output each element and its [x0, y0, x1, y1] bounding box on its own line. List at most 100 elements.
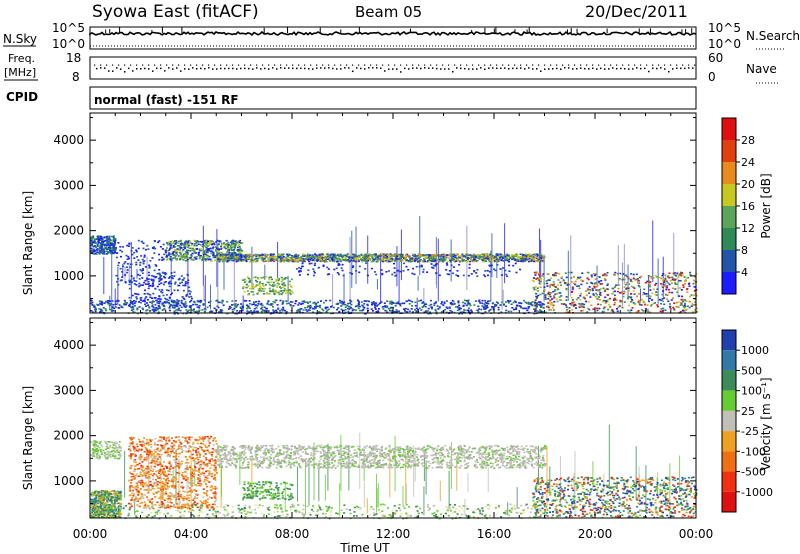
power-point	[265, 284, 267, 286]
power-point	[324, 260, 327, 262]
power-point	[346, 304, 349, 307]
power-point	[202, 243, 205, 246]
power-point	[336, 254, 339, 256]
power-point	[362, 306, 365, 308]
power-point	[184, 282, 187, 285]
power-point	[628, 283, 631, 285]
power-point	[122, 246, 124, 248]
power-point	[135, 261, 138, 264]
power-point	[281, 302, 284, 304]
power-point	[195, 241, 198, 244]
power-point	[90, 241, 93, 244]
power-point	[466, 300, 469, 303]
power-point	[641, 308, 643, 311]
power-point	[369, 255, 372, 257]
power-point	[567, 271, 570, 274]
nave-point	[250, 64, 252, 66]
power-point	[230, 253, 233, 255]
power-point	[484, 256, 486, 259]
power-point	[133, 257, 136, 259]
power-point	[187, 253, 190, 256]
power-point	[107, 240, 110, 242]
power-point	[142, 268, 144, 270]
power-point	[211, 310, 214, 313]
power-point	[419, 260, 421, 262]
power-point	[133, 279, 136, 282]
power-point	[187, 279, 190, 282]
power-point	[403, 257, 405, 260]
power-point	[246, 286, 249, 289]
power-point	[410, 308, 413, 310]
power-point	[176, 305, 179, 308]
power-point	[159, 246, 162, 248]
power-point	[598, 307, 601, 310]
power-point	[543, 260, 545, 263]
power-point	[203, 240, 206, 242]
power-point	[162, 294, 165, 297]
nave-point	[658, 64, 660, 66]
power-point	[138, 301, 140, 303]
power-point	[144, 297, 147, 300]
power-point	[266, 301, 269, 303]
power-point	[531, 301, 534, 303]
power-point	[221, 253, 224, 255]
power-point	[225, 258, 228, 260]
power-point	[501, 301, 504, 304]
power-point	[130, 281, 133, 284]
power-point	[636, 295, 638, 298]
power-point	[245, 259, 248, 262]
power-point	[231, 240, 234, 242]
power-point	[256, 281, 259, 283]
nave-point	[136, 64, 138, 66]
power-point	[557, 284, 560, 286]
power-point	[279, 255, 282, 258]
power-point	[240, 255, 243, 257]
power-point	[195, 255, 198, 258]
power-point	[333, 259, 336, 261]
power-point	[97, 240, 100, 243]
power-point	[553, 274, 556, 277]
power-point	[458, 307, 461, 310]
power-point	[200, 249, 203, 252]
freq-left-tick-top: 18	[66, 51, 81, 65]
power-point	[261, 308, 264, 311]
power-point	[495, 260, 498, 262]
power-point	[366, 258, 369, 260]
power-point	[544, 294, 547, 296]
power-point	[300, 255, 303, 258]
power-point	[163, 281, 166, 284]
power-point	[432, 259, 435, 262]
power-point	[672, 297, 675, 299]
power-point	[452, 272, 454, 275]
power-point	[216, 258, 219, 261]
power-point	[519, 268, 522, 271]
power-point	[637, 280, 640, 283]
power-point	[175, 305, 178, 307]
power-point	[355, 270, 357, 272]
power-point	[394, 253, 396, 255]
power-point	[363, 307, 366, 309]
power-point	[271, 303, 274, 305]
power-point	[194, 257, 196, 259]
nave-point	[520, 64, 522, 66]
power-point	[99, 247, 102, 250]
freq-point	[292, 67, 294, 70]
power-point	[654, 293, 657, 296]
power-point	[449, 254, 452, 256]
power-point	[536, 310, 539, 313]
power-point	[213, 243, 216, 246]
power-point	[579, 276, 582, 279]
nsky-label: N.Sky	[3, 32, 37, 46]
freq-point	[652, 67, 654, 70]
power-point	[406, 311, 409, 313]
power-point	[581, 303, 584, 305]
power-point	[533, 260, 536, 263]
power-point	[158, 253, 160, 256]
power-point	[535, 295, 538, 298]
power-point	[143, 281, 146, 284]
nave-point	[694, 64, 696, 66]
power-point	[181, 250, 184, 253]
power-point	[530, 254, 533, 257]
power-point	[601, 283, 604, 285]
power-point	[91, 304, 94, 306]
